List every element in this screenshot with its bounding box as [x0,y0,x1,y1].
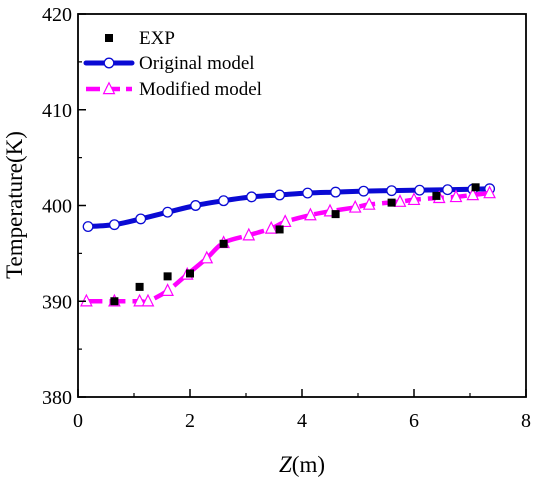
exp-data-point [135,282,144,291]
original-model-marker [302,187,314,199]
modified-model-marker [80,293,93,307]
modified-model-marker [407,192,421,206]
modified-model-marker [141,293,155,307]
modified-model-marker [483,185,496,199]
legend-label-modified: Modified model [139,79,262,100]
x-tick-label: 4 [297,410,307,432]
y-tick-label: 380 [42,387,72,409]
exp-data-point [186,269,194,278]
exp-data-point [219,239,228,248]
original-model-marker [82,221,94,233]
exp-data-point [471,183,480,192]
modified-model-marker [161,283,174,296]
x-tick-label: 0 [73,410,83,432]
original-model-marker [218,195,230,207]
legend-label-original: Original model [139,53,255,74]
y-tick-label: 420 [42,4,72,26]
y-axis-title: Temperature(K) [2,131,27,279]
exp-data-point [163,272,172,281]
x-axis-title: Z(m) [279,452,325,477]
original-model-marker [190,200,202,211]
modified-model-marker [200,250,214,264]
series-line-modified-model [86,190,490,305]
y-tick-label: 400 [42,196,72,218]
modified-model-marker [133,293,146,307]
original-model-marker [274,189,286,201]
modified-model-marker [393,194,407,207]
modified-model-marker [362,196,376,210]
original-model-marker [108,219,120,231]
x-tick-label: 2 [185,410,195,432]
modified-model-marker [242,227,256,241]
modified-model-marker [278,214,292,228]
modified-model-marker [264,220,278,234]
legend-marker-modified [102,81,116,95]
exp-data-point [110,297,119,306]
original-model-marker [135,213,147,225]
legend-label-exp: EXP [139,28,175,49]
series-line-original-model [85,186,493,230]
y-tick-label: 410 [42,100,72,122]
y-tick-label: 390 [42,291,72,313]
original-model-marker [358,185,370,197]
modified-model-marker [449,189,463,203]
modified-model-marker [348,199,362,213]
original-model-marker [442,184,454,196]
original-model-marker [330,186,342,198]
modified-model-marker [304,207,317,221]
modified-model-marker [466,187,480,201]
legend-marker-exp [105,34,113,42]
original-model-marker [246,191,258,203]
legend-marker-original [103,57,115,69]
original-model-marker [162,206,174,218]
legend: EXP Original model Modified model [83,28,262,100]
original-model-marker [386,185,398,197]
x-tick-label: 6 [409,410,419,432]
original-model-marker [414,184,426,196]
exp-data-point [331,210,340,219]
exp-data-point [387,198,396,207]
exp-data-point [432,191,441,200]
exp-data-point [275,225,284,234]
x-tick-label: 8 [521,410,531,432]
